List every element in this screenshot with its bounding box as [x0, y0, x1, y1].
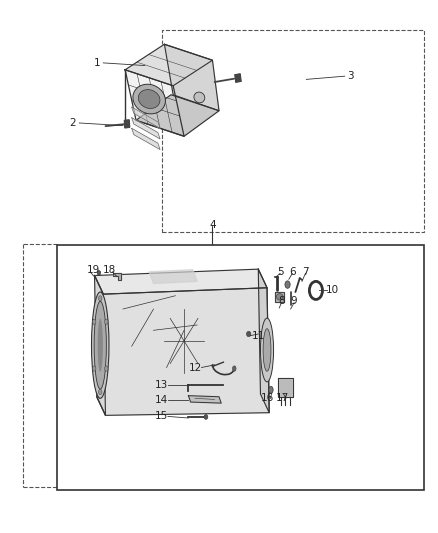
Polygon shape: [132, 118, 160, 139]
Ellipse shape: [285, 281, 290, 288]
Polygon shape: [103, 288, 269, 415]
Text: 17: 17: [276, 393, 289, 403]
Polygon shape: [275, 292, 285, 302]
Ellipse shape: [94, 301, 106, 389]
Text: 15: 15: [155, 411, 168, 422]
Text: 5: 5: [277, 267, 283, 277]
Polygon shape: [235, 74, 241, 82]
Polygon shape: [95, 276, 106, 415]
Ellipse shape: [105, 319, 108, 325]
Text: 10: 10: [326, 286, 339, 295]
Text: 7: 7: [302, 267, 309, 277]
Text: 3: 3: [346, 71, 353, 81]
Polygon shape: [113, 273, 121, 280]
Ellipse shape: [233, 366, 236, 371]
Ellipse shape: [247, 332, 251, 337]
Text: 6: 6: [289, 267, 296, 277]
Text: 13: 13: [155, 379, 168, 390]
Ellipse shape: [138, 90, 160, 109]
Polygon shape: [125, 70, 184, 136]
Text: 12: 12: [188, 362, 201, 373]
Ellipse shape: [97, 270, 101, 275]
Ellipse shape: [92, 366, 96, 371]
Polygon shape: [164, 44, 219, 111]
Polygon shape: [149, 270, 197, 284]
Text: 19: 19: [87, 265, 100, 275]
Polygon shape: [95, 276, 106, 415]
Ellipse shape: [269, 386, 273, 393]
Ellipse shape: [99, 296, 102, 301]
Ellipse shape: [194, 92, 205, 103]
Polygon shape: [278, 378, 293, 397]
Bar: [162, 30, 424, 232]
Text: 16: 16: [261, 393, 274, 403]
Ellipse shape: [263, 329, 271, 371]
Ellipse shape: [276, 294, 283, 300]
Ellipse shape: [105, 366, 108, 371]
Polygon shape: [95, 269, 267, 294]
Polygon shape: [132, 107, 160, 128]
Text: 2: 2: [69, 118, 76, 128]
Ellipse shape: [92, 292, 109, 398]
Bar: [57, 245, 424, 490]
Text: 14: 14: [155, 395, 168, 406]
Text: 8: 8: [278, 296, 285, 306]
Ellipse shape: [261, 318, 274, 382]
Polygon shape: [125, 44, 212, 86]
Ellipse shape: [98, 319, 103, 372]
Polygon shape: [258, 269, 269, 413]
Text: 18: 18: [102, 265, 116, 275]
Polygon shape: [132, 128, 160, 150]
Polygon shape: [124, 120, 130, 128]
Text: 9: 9: [291, 296, 297, 306]
Text: 11: 11: [252, 330, 265, 341]
Ellipse shape: [204, 415, 208, 419]
Ellipse shape: [99, 389, 102, 394]
Polygon shape: [136, 95, 219, 136]
Polygon shape: [188, 395, 221, 403]
Text: 4: 4: [209, 220, 216, 230]
Ellipse shape: [92, 319, 96, 325]
Ellipse shape: [133, 84, 166, 114]
Text: 1: 1: [93, 58, 100, 68]
